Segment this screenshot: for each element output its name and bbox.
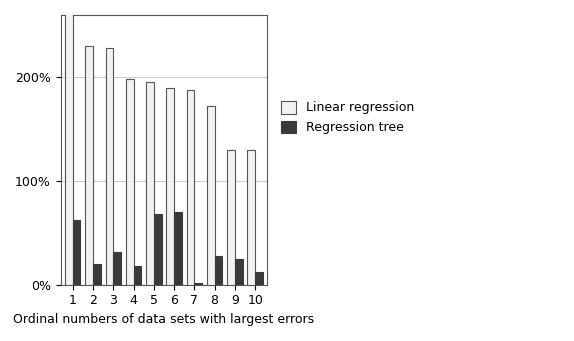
Bar xyxy=(106,48,113,285)
X-axis label: Ordinal numbers of data sets with largest errors: Ordinal numbers of data sets with larges… xyxy=(13,313,315,326)
Bar xyxy=(255,272,263,285)
Bar xyxy=(146,83,154,285)
Bar xyxy=(73,220,80,285)
Bar xyxy=(215,256,222,285)
Bar xyxy=(195,283,202,285)
Bar xyxy=(174,212,182,285)
Bar xyxy=(65,5,73,285)
Bar xyxy=(166,88,174,285)
Bar xyxy=(187,90,195,285)
Bar xyxy=(134,266,141,285)
Bar xyxy=(93,264,100,285)
Bar xyxy=(154,214,161,285)
Legend: Linear regression, Regression tree: Linear regression, Regression tree xyxy=(276,96,419,139)
Bar xyxy=(86,46,93,285)
Bar xyxy=(235,259,243,285)
Bar xyxy=(247,150,255,285)
Bar xyxy=(113,252,121,285)
Bar xyxy=(126,79,134,285)
Bar xyxy=(207,106,215,285)
Bar xyxy=(227,150,235,285)
